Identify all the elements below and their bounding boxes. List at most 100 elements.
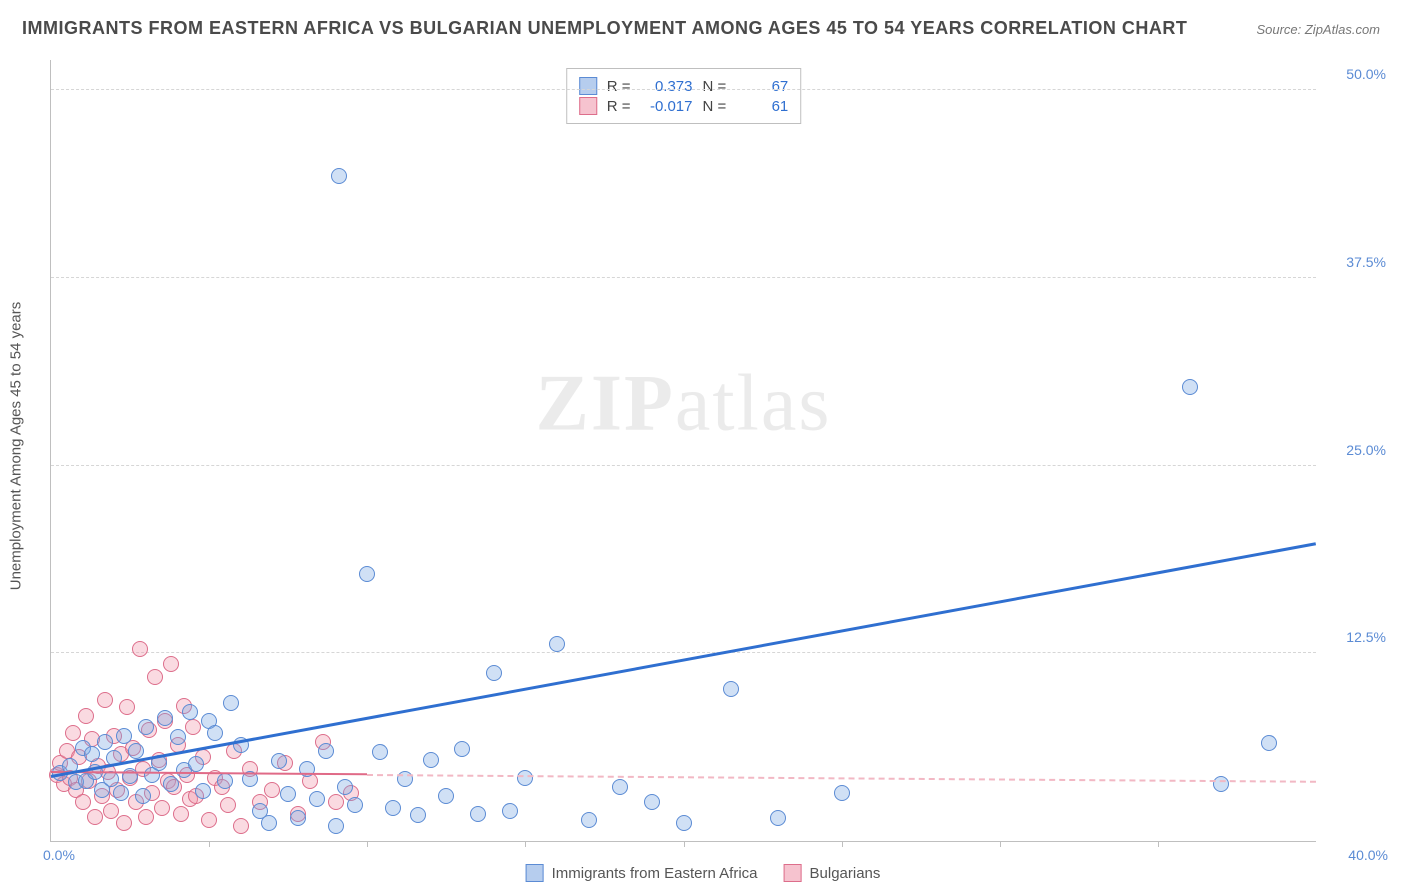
data-point: [223, 695, 239, 711]
data-point: [644, 794, 660, 810]
data-point: [723, 681, 739, 697]
data-point: [185, 719, 201, 735]
x-tick: [1000, 841, 1001, 847]
stat-n-label: N =: [703, 98, 727, 115]
data-point: [170, 729, 186, 745]
data-point: [138, 719, 154, 735]
data-point: [138, 809, 154, 825]
swatch-icon: [579, 97, 597, 115]
x-tick: [842, 841, 843, 847]
data-point: [385, 800, 401, 816]
trend-line: [367, 774, 1316, 783]
data-point: [65, 725, 81, 741]
stats-row-series-1: R = -0.017 N = 61: [579, 97, 789, 115]
stat-n-label: N =: [703, 78, 727, 95]
data-point: [154, 800, 170, 816]
data-point: [549, 636, 565, 652]
legend-item-0: Immigrants from Eastern Africa: [526, 864, 758, 882]
x-tick: [525, 841, 526, 847]
data-point: [612, 779, 628, 795]
data-point: [331, 168, 347, 184]
stat-r-label: R =: [607, 78, 631, 95]
gridline: [51, 277, 1316, 278]
swatch-icon: [579, 77, 597, 95]
data-point: [97, 734, 113, 750]
data-point: [770, 810, 786, 826]
data-point: [410, 807, 426, 823]
legend-label: Immigrants from Eastern Africa: [552, 865, 758, 882]
data-point: [290, 810, 306, 826]
x-tick: [1158, 841, 1159, 847]
data-point: [1182, 379, 1198, 395]
stat-n-value: 67: [736, 78, 788, 95]
swatch-icon: [526, 864, 544, 882]
y-tick-label: 25.0%: [1326, 442, 1386, 458]
data-point: [834, 785, 850, 801]
data-point: [359, 566, 375, 582]
y-axis-label: Unemployment Among Ages 45 to 54 years: [8, 302, 25, 591]
data-point: [116, 728, 132, 744]
legend-label: Bulgarians: [810, 865, 881, 882]
data-point: [163, 776, 179, 792]
data-point: [132, 641, 148, 657]
data-point: [220, 797, 236, 813]
trend-line: [51, 542, 1317, 778]
data-point: [116, 815, 132, 831]
y-tick-label: 12.5%: [1326, 629, 1386, 645]
data-point: [328, 818, 344, 834]
x-axis-min-label: 0.0%: [43, 847, 75, 863]
stats-row-series-0: R = 0.373 N = 67: [579, 77, 789, 95]
gridline: [51, 465, 1316, 466]
legend-item-1: Bulgarians: [784, 864, 881, 882]
data-point: [103, 803, 119, 819]
data-point: [173, 806, 189, 822]
data-point: [135, 788, 151, 804]
data-point: [261, 815, 277, 831]
data-point: [182, 704, 198, 720]
data-point: [75, 794, 91, 810]
data-point: [201, 812, 217, 828]
data-point: [676, 815, 692, 831]
stat-r-value: -0.017: [641, 98, 693, 115]
data-point: [87, 809, 103, 825]
data-point: [372, 744, 388, 760]
data-point: [163, 656, 179, 672]
data-point: [113, 785, 129, 801]
data-point: [147, 669, 163, 685]
data-point: [280, 786, 296, 802]
data-point: [217, 773, 233, 789]
data-point: [207, 725, 223, 741]
stat-n-value: 61: [736, 98, 788, 115]
chart-title: IMMIGRANTS FROM EASTERN AFRICA VS BULGAR…: [22, 18, 1187, 39]
data-point: [188, 756, 204, 772]
bottom-legend: Immigrants from Eastern Africa Bulgarian…: [526, 864, 881, 882]
data-point: [271, 753, 287, 769]
data-point: [1213, 776, 1229, 792]
y-tick-label: 37.5%: [1326, 254, 1386, 270]
data-point: [1261, 735, 1277, 751]
data-point: [157, 710, 173, 726]
x-axis-max-label: 40.0%: [1328, 847, 1388, 863]
data-point: [438, 788, 454, 804]
data-point: [195, 783, 211, 799]
data-point: [470, 806, 486, 822]
gridline: [51, 89, 1316, 90]
data-point: [328, 794, 344, 810]
x-tick: [684, 841, 685, 847]
data-point: [581, 812, 597, 828]
data-point: [517, 770, 533, 786]
source-label: Source: ZipAtlas.com: [1256, 22, 1380, 37]
data-point: [264, 782, 280, 798]
data-point: [233, 818, 249, 834]
y-tick-label: 50.0%: [1326, 66, 1386, 82]
data-point: [318, 743, 334, 759]
data-point: [119, 699, 135, 715]
data-point: [347, 797, 363, 813]
x-tick: [209, 841, 210, 847]
data-point: [78, 708, 94, 724]
data-point: [97, 692, 113, 708]
data-point: [502, 803, 518, 819]
data-point: [309, 791, 325, 807]
data-point: [486, 665, 502, 681]
x-tick: [367, 841, 368, 847]
